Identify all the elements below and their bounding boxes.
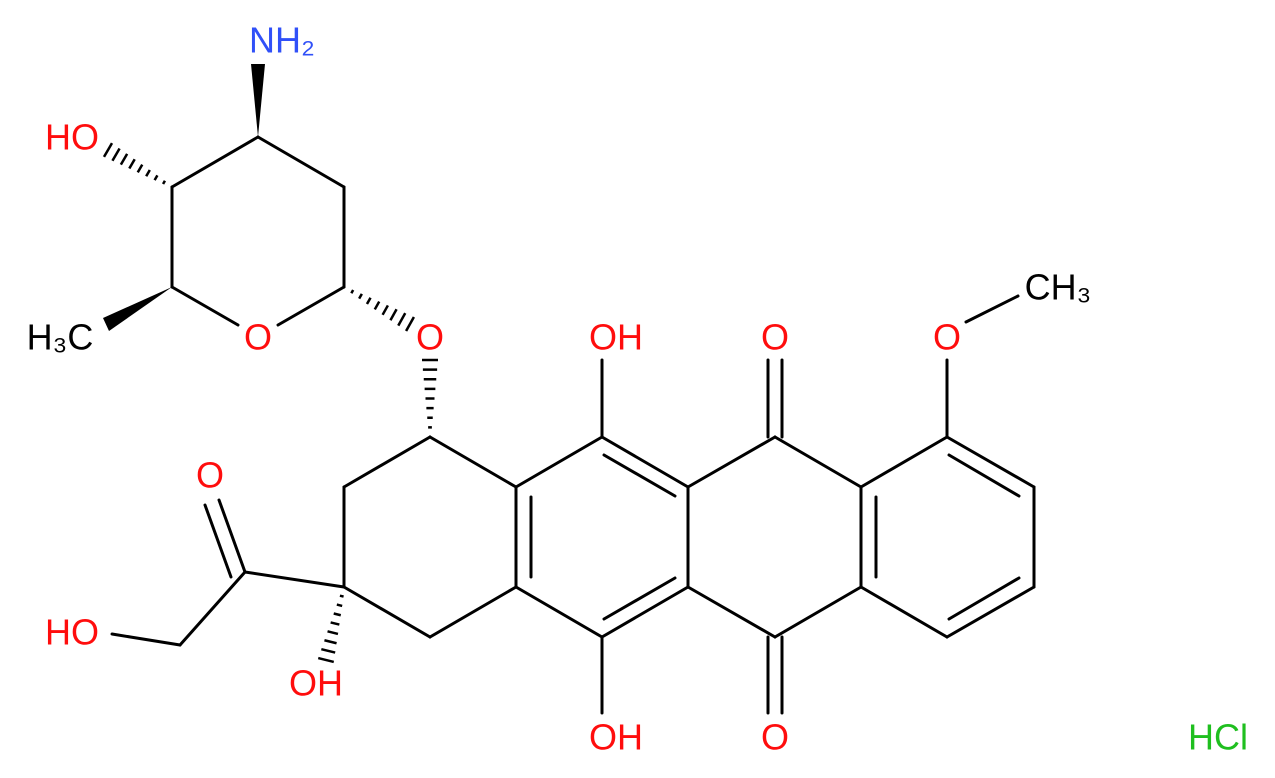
hash-line (138, 165, 143, 173)
atom-label: OH (289, 663, 343, 704)
salt-label: HCl (1188, 717, 1248, 758)
atom-label: O (761, 317, 789, 358)
hash-line (340, 596, 344, 597)
hash-line (163, 181, 165, 184)
atom-label: O (933, 317, 961, 358)
atom-label: O (761, 717, 789, 758)
hash-line (328, 631, 338, 634)
stereo-bonds (103, 64, 265, 331)
hash-line (406, 317, 414, 331)
hash-line (351, 290, 353, 293)
atom-label: HO (45, 612, 99, 653)
hash-line (331, 622, 340, 624)
hash-line (324, 640, 336, 643)
atom-label: O (196, 455, 224, 496)
hashed-bonds (104, 143, 438, 662)
hash-line (112, 148, 119, 160)
hash-line (321, 649, 335, 652)
hash-line (344, 286, 345, 288)
hash-line (359, 294, 362, 299)
atom-label: NH₂ (249, 20, 315, 61)
hash-line (367, 298, 371, 304)
atom-label: OH (589, 717, 643, 758)
hash-line (104, 143, 112, 157)
hash-line (383, 305, 388, 314)
hash-line (398, 313, 405, 325)
atom-label: CH₃ (1025, 267, 1092, 308)
atom-label: H₃C (27, 317, 94, 358)
hash-line (171, 186, 172, 188)
hash-line (129, 159, 134, 168)
atom-label: O (416, 317, 444, 358)
atom-label: HO (45, 117, 99, 158)
bonds (112, 137, 1034, 713)
hash-line (390, 309, 396, 320)
hash-line (155, 175, 158, 180)
hash-line (146, 170, 150, 176)
hash-line (337, 605, 342, 606)
hash-line (121, 154, 127, 165)
atom-label: OH (589, 317, 643, 358)
hash-line (375, 302, 379, 310)
atom-label: O (244, 317, 272, 358)
hash-line (334, 614, 341, 616)
hash-line (318, 658, 334, 662)
